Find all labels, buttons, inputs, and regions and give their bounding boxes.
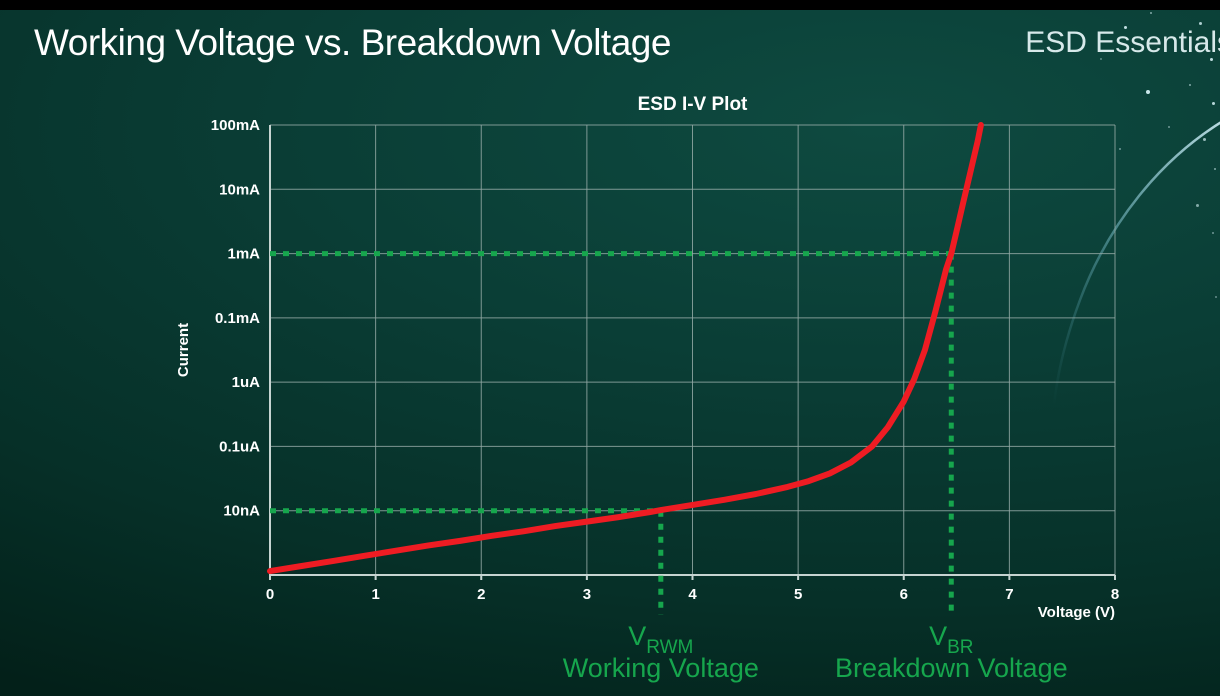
x-tick-label: 5 — [794, 586, 802, 603]
working-voltage-caption: Working Voltage — [563, 653, 759, 683]
x-tick-label: 6 — [900, 586, 908, 603]
x-axis-title: Voltage (V) — [1038, 604, 1115, 621]
brand-logo-text: ESD Essentials — [1025, 26, 1220, 59]
y-tick-label: 1uA — [232, 374, 261, 391]
breakdown-voltage-symbol-label: VBR — [929, 621, 973, 658]
x-tick-label: 7 — [1005, 586, 1013, 603]
x-tick-label: 1 — [371, 586, 379, 603]
y-tick-label: 10nA — [223, 503, 260, 520]
iv-plot-svg: 0 1 2 3 4 5 6 7 8 100mA 10mA 1mA 0.1mA 1uA 0.1uA 10nA Cu… — [175, 117, 1119, 683]
y-tick-label: 0.1uA — [219, 438, 260, 455]
x-tick-label: 8 — [1111, 586, 1119, 603]
breakdown-voltage-caption: Breakdown Voltage — [835, 653, 1068, 683]
slide-title: Working Voltage vs. Breakdown Voltage — [34, 22, 671, 63]
top-black-bar — [0, 0, 1220, 10]
y-tick-label: 0.1mA — [215, 310, 260, 327]
chart-title: ESD I-V Plot — [637, 94, 748, 115]
y-tick-label: 100mA — [211, 117, 260, 134]
iv-curve — [267, 122, 984, 575]
working-voltage-symbol-label: VRWM — [628, 621, 693, 658]
x-tick-label: 3 — [583, 586, 591, 603]
x-tick-label: 0 — [266, 586, 274, 603]
x-tick-label: 2 — [477, 586, 485, 603]
y-tick-label: 10mA — [219, 181, 260, 198]
y-tick-label: 1mA — [227, 246, 260, 263]
x-tick-label: 4 — [688, 586, 697, 603]
y-axis-title: Current — [175, 323, 192, 377]
